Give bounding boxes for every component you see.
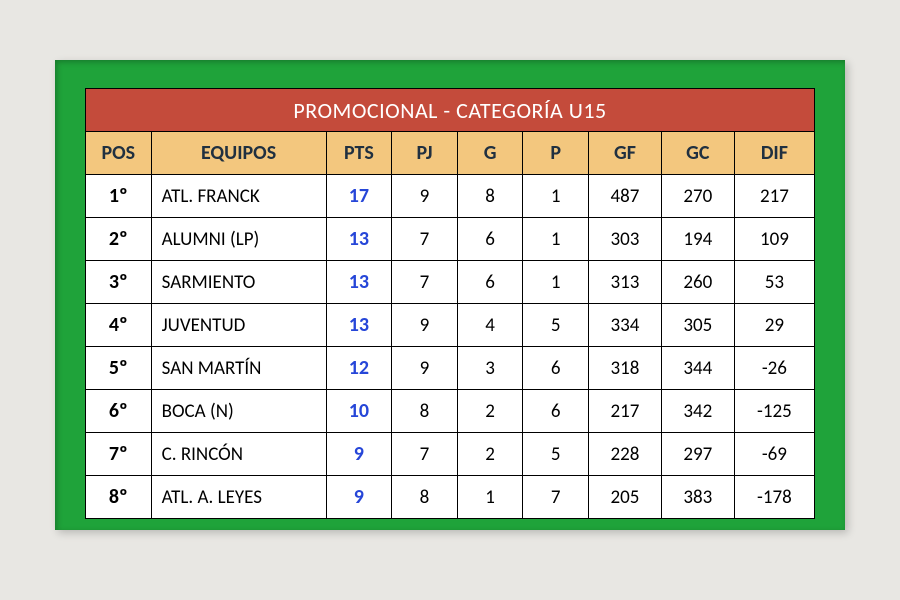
cell-gc: 344 bbox=[661, 347, 734, 390]
cell-pos: 2º bbox=[86, 218, 152, 261]
table-row: 8º ATL. A. LEYES 9 8 1 7 205 383 -178 bbox=[86, 476, 815, 519]
cell-p: 6 bbox=[523, 347, 589, 390]
cell-p: 7 bbox=[523, 476, 589, 519]
cell-team: ATL. A. LEYES bbox=[151, 476, 326, 519]
table-title: PROMOCIONAL - CATEGORÍA U15 bbox=[86, 89, 815, 132]
cell-gf: 334 bbox=[589, 304, 662, 347]
cell-pts: 17 bbox=[326, 175, 392, 218]
cell-pos: 7º bbox=[86, 433, 152, 476]
cell-team: SAN MARTÍN bbox=[151, 347, 326, 390]
table-row: 2º ALUMNI (LP) 13 7 6 1 303 194 109 bbox=[86, 218, 815, 261]
table-row: 1º ATL. FRANCK 17 9 8 1 487 270 217 bbox=[86, 175, 815, 218]
cell-gc: 270 bbox=[661, 175, 734, 218]
cell-team: BOCA (N) bbox=[151, 390, 326, 433]
cell-pj: 7 bbox=[392, 218, 458, 261]
cell-pj: 7 bbox=[392, 261, 458, 304]
cell-dif: 109 bbox=[734, 218, 814, 261]
cell-pts: 13 bbox=[326, 218, 392, 261]
table-row: 5º SAN MARTÍN 12 9 3 6 318 344 -26 bbox=[86, 347, 815, 390]
standings-table: PROMOCIONAL - CATEGORÍA U15 POS EQUIPOS … bbox=[85, 88, 815, 519]
cell-g: 6 bbox=[457, 261, 523, 304]
cell-pos: 1º bbox=[86, 175, 152, 218]
cell-pos: 3º bbox=[86, 261, 152, 304]
col-pos: POS bbox=[86, 132, 152, 175]
cell-p: 1 bbox=[523, 218, 589, 261]
cell-pts: 12 bbox=[326, 347, 392, 390]
title-row: PROMOCIONAL - CATEGORÍA U15 bbox=[86, 89, 815, 132]
col-pts: PTS bbox=[326, 132, 392, 175]
cell-pts: 13 bbox=[326, 261, 392, 304]
col-gf: GF bbox=[589, 132, 662, 175]
header-row: POS EQUIPOS PTS PJ G P GF GC DIF bbox=[86, 132, 815, 175]
table-row: 7º C. RINCÓN 9 7 2 5 228 297 -69 bbox=[86, 433, 815, 476]
cell-g: 8 bbox=[457, 175, 523, 218]
cell-g: 2 bbox=[457, 390, 523, 433]
cell-pos: 4º bbox=[86, 304, 152, 347]
cell-gf: 313 bbox=[589, 261, 662, 304]
cell-p: 1 bbox=[523, 261, 589, 304]
green-frame: PROMOCIONAL - CATEGORÍA U15 POS EQUIPOS … bbox=[55, 60, 845, 530]
cell-gc: 297 bbox=[661, 433, 734, 476]
cell-pos: 8º bbox=[86, 476, 152, 519]
cell-dif: -69 bbox=[734, 433, 814, 476]
cell-gf: 217 bbox=[589, 390, 662, 433]
table-body: 1º ATL. FRANCK 17 9 8 1 487 270 217 2º A… bbox=[86, 175, 815, 519]
cell-g: 2 bbox=[457, 433, 523, 476]
cell-team: ATL. FRANCK bbox=[151, 175, 326, 218]
cell-gc: 383 bbox=[661, 476, 734, 519]
cell-team: JUVENTUD bbox=[151, 304, 326, 347]
cell-gc: 260 bbox=[661, 261, 734, 304]
table-row: 6º BOCA (N) 10 8 2 6 217 342 -125 bbox=[86, 390, 815, 433]
cell-pos: 6º bbox=[86, 390, 152, 433]
table-row: 3º SARMIENTO 13 7 6 1 313 260 53 bbox=[86, 261, 815, 304]
cell-pos: 5º bbox=[86, 347, 152, 390]
cell-pj: 9 bbox=[392, 304, 458, 347]
cell-g: 1 bbox=[457, 476, 523, 519]
cell-dif: -178 bbox=[734, 476, 814, 519]
cell-dif: 29 bbox=[734, 304, 814, 347]
cell-team: C. RINCÓN bbox=[151, 433, 326, 476]
cell-pts: 9 bbox=[326, 433, 392, 476]
cell-gf: 487 bbox=[589, 175, 662, 218]
cell-p: 1 bbox=[523, 175, 589, 218]
cell-gc: 305 bbox=[661, 304, 734, 347]
cell-g: 3 bbox=[457, 347, 523, 390]
col-pj: PJ bbox=[392, 132, 458, 175]
cell-g: 4 bbox=[457, 304, 523, 347]
cell-team: ALUMNI (LP) bbox=[151, 218, 326, 261]
col-dif: DIF bbox=[734, 132, 814, 175]
cell-pj: 9 bbox=[392, 347, 458, 390]
cell-gf: 228 bbox=[589, 433, 662, 476]
cell-gc: 342 bbox=[661, 390, 734, 433]
cell-p: 5 bbox=[523, 433, 589, 476]
cell-pj: 9 bbox=[392, 175, 458, 218]
cell-pj: 8 bbox=[392, 390, 458, 433]
cell-pts: 13 bbox=[326, 304, 392, 347]
cell-gc: 194 bbox=[661, 218, 734, 261]
cell-dif: -125 bbox=[734, 390, 814, 433]
col-g: G bbox=[457, 132, 523, 175]
cell-gf: 318 bbox=[589, 347, 662, 390]
cell-team: SARMIENTO bbox=[151, 261, 326, 304]
table-row: 4º JUVENTUD 13 9 4 5 334 305 29 bbox=[86, 304, 815, 347]
cell-g: 6 bbox=[457, 218, 523, 261]
cell-p: 6 bbox=[523, 390, 589, 433]
col-p: P bbox=[523, 132, 589, 175]
cell-dif: -26 bbox=[734, 347, 814, 390]
cell-pts: 9 bbox=[326, 476, 392, 519]
cell-dif: 53 bbox=[734, 261, 814, 304]
cell-gf: 205 bbox=[589, 476, 662, 519]
cell-dif: 217 bbox=[734, 175, 814, 218]
cell-pts: 10 bbox=[326, 390, 392, 433]
col-team: EQUIPOS bbox=[151, 132, 326, 175]
cell-p: 5 bbox=[523, 304, 589, 347]
cell-pj: 7 bbox=[392, 433, 458, 476]
cell-gf: 303 bbox=[589, 218, 662, 261]
col-gc: GC bbox=[661, 132, 734, 175]
cell-pj: 8 bbox=[392, 476, 458, 519]
